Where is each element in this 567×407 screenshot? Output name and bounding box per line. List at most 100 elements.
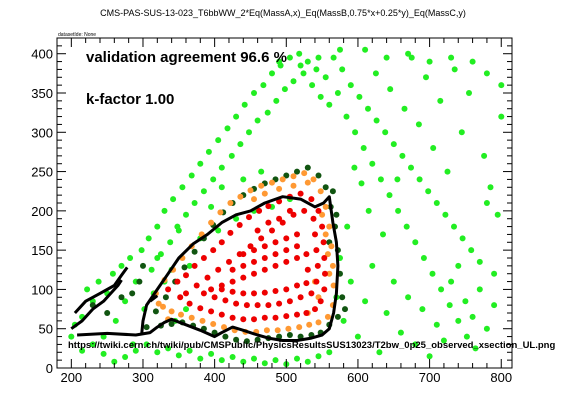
point-light_green-146: [272, 357, 279, 364]
point-red-20: [322, 270, 328, 277]
point-orange-46: [290, 182, 297, 189]
x-tick-label-400: 400: [204, 370, 226, 385]
validation-agreement-label: validation agreement 96.6 %: [86, 49, 287, 66]
point-light_green-56: [322, 74, 329, 81]
point-dark_green-5: [191, 248, 198, 255]
x-tick-label-200: 200: [60, 370, 82, 385]
point-light_green-47: [281, 86, 288, 93]
point-light_green-114: [358, 180, 365, 187]
point-red-10: [256, 207, 263, 214]
point-orange-48: [319, 211, 326, 218]
point-light_green-77: [412, 239, 419, 246]
point-light_green-195: [498, 82, 505, 89]
point-orange-27: [296, 324, 303, 331]
point-dark_green-29: [297, 333, 304, 340]
point-red-29: [251, 316, 257, 323]
point-light_green-178: [208, 203, 215, 210]
point-red-54: [308, 290, 315, 297]
point-red-82: [240, 290, 247, 297]
contour-line-1: [70, 279, 123, 330]
point-red-0: [165, 286, 172, 293]
point-red-73: [294, 255, 300, 261]
y-tick-label-100: 100: [31, 282, 53, 297]
point-dark_green-23: [339, 294, 346, 301]
point-orange-40: [160, 303, 166, 310]
point-red-100: [276, 215, 283, 222]
y-tick-label-250: 250: [31, 165, 53, 180]
point-light_green-57: [326, 101, 333, 108]
point-red-95: [261, 243, 268, 250]
point-red-63: [211, 294, 218, 301]
point-red-32: [218, 311, 225, 318]
point-dark_green-17: [315, 172, 322, 179]
point-light_green-91: [472, 345, 479, 352]
point-light_green-94: [483, 200, 490, 206]
point-red-1: [174, 278, 181, 285]
point-light_green-132: [433, 321, 440, 328]
point-light_green-80: [425, 188, 432, 195]
point-red-19: [321, 255, 328, 261]
point-dark_green-2: [162, 294, 169, 301]
point-red-62: [222, 297, 229, 304]
point-red-33: [208, 308, 215, 315]
point-light_green-45: [273, 97, 280, 104]
point-light_green-105: [423, 74, 429, 81]
point-light_green-158: [143, 341, 150, 348]
point-red-101: [286, 207, 293, 214]
point-light_green-78: [416, 176, 423, 183]
point-red-27: [272, 314, 279, 321]
point-light_green-19: [157, 251, 164, 258]
point-dark_green-30: [286, 332, 293, 338]
point-red-31: [229, 314, 236, 321]
point-light_green-68: [373, 117, 380, 124]
point-red-96: [251, 247, 257, 254]
point-dark_green-45: [118, 294, 125, 301]
k-factor-label: k-factor 1.00: [86, 91, 174, 108]
point-red-84: [218, 286, 225, 293]
point-light_green-87: [455, 317, 462, 324]
point-light_green-123: [369, 262, 376, 269]
point-light_green-194: [483, 70, 490, 77]
point-light_green-12: [130, 341, 136, 348]
y-tick-label-50: 50: [39, 322, 53, 337]
point-light_green-108: [401, 105, 408, 112]
point-orange-16: [310, 176, 317, 183]
point-red-58: [265, 302, 272, 309]
point-red-89: [272, 251, 279, 258]
point-light_green-148: [251, 355, 257, 362]
point-light_green-11: [127, 255, 134, 261]
point-light_green-39: [246, 129, 252, 136]
point-light_green-76: [408, 164, 414, 171]
point-light_green-99: [466, 90, 472, 96]
point-red-65: [208, 286, 215, 293]
point-light_green-88: [459, 235, 466, 242]
point-light_green-157: [154, 349, 161, 356]
point-light_green-51: [300, 70, 307, 77]
point-red-98: [254, 227, 261, 234]
point-red-97: [240, 251, 247, 258]
point-light_green-9: [118, 262, 125, 269]
point-red-4: [200, 255, 207, 261]
point-light_green-156: [165, 345, 172, 352]
point-red-6: [218, 239, 225, 246]
point-light_green-70: [382, 129, 389, 136]
point-orange-34: [221, 324, 227, 331]
point-light_green-8: [112, 317, 119, 324]
point-light_green-90: [468, 247, 475, 254]
point-light_green-186: [315, 54, 322, 61]
point-red-11: [265, 203, 272, 210]
point-orange-25: [315, 319, 322, 326]
point-red-43: [247, 243, 254, 250]
point-light_green-93: [481, 152, 488, 159]
point-orange-11: [258, 182, 265, 189]
point-light_green-192: [448, 54, 455, 61]
point-red-99: [265, 219, 272, 226]
point-orange-18: [322, 203, 329, 210]
point-light_green-38: [241, 101, 248, 108]
point-red-69: [251, 270, 257, 277]
point-light_green-69: [377, 176, 384, 183]
point-light_green-140: [491, 302, 498, 309]
point-red-83: [229, 288, 236, 295]
point-orange-29: [274, 327, 281, 334]
point-red-53: [313, 278, 320, 285]
